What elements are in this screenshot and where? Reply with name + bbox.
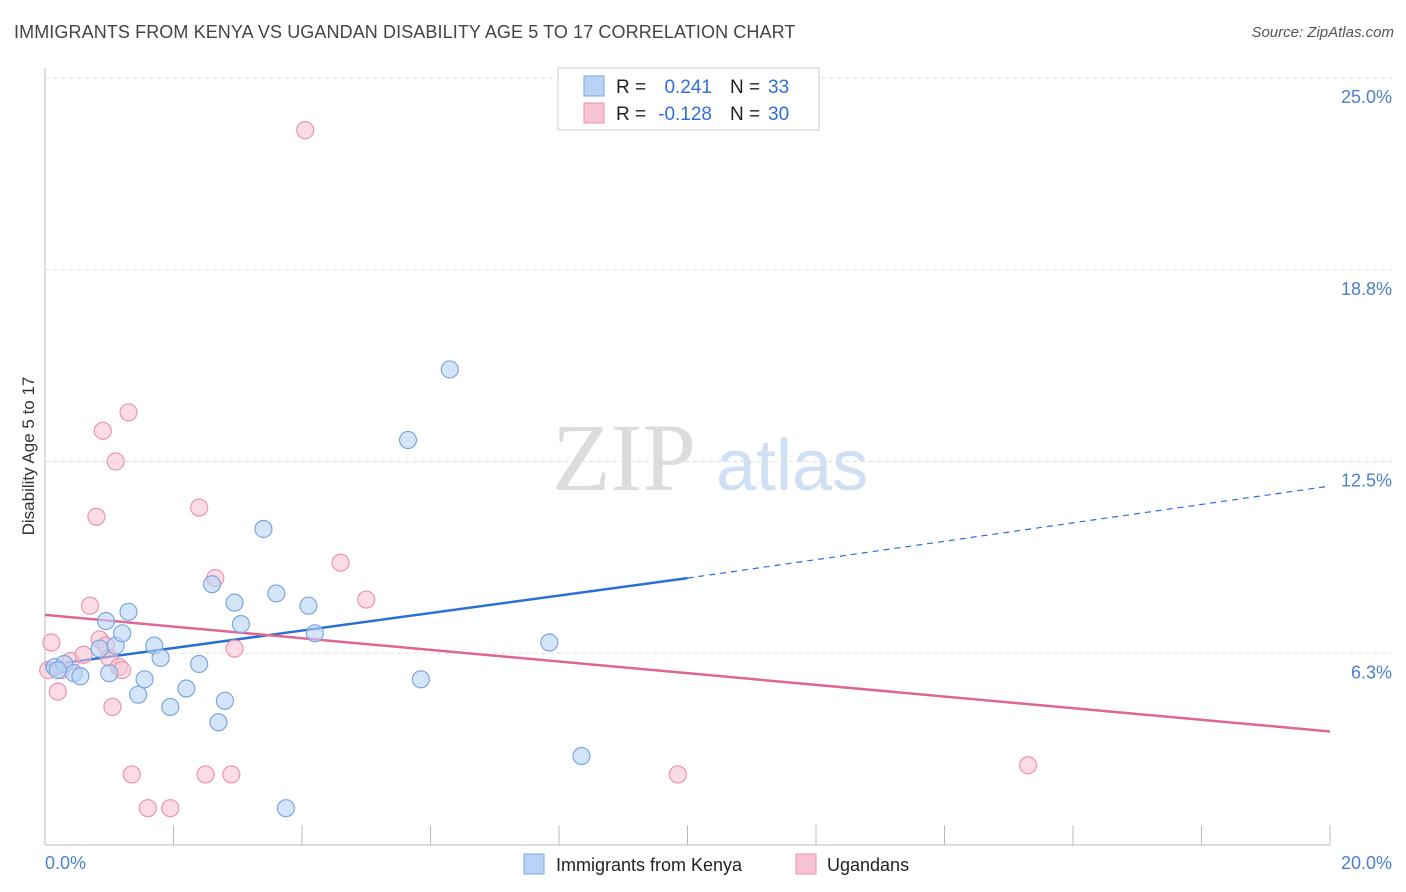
legend-swatch-uganda [583,102,605,124]
kenya-point [48,661,67,680]
uganda-point [296,121,315,140]
kenya-point [231,615,251,634]
kenya-point [100,664,119,683]
kenya-trend-extension [687,485,1331,579]
y-tick-label: 25.0% [1341,87,1392,107]
uganda-point [196,765,215,784]
y-axis-label: Disability Age 5 to 17 [19,377,38,536]
uganda-point [668,765,687,784]
uganda-point [74,645,93,664]
bottom-legend-label-kenya: Immigrants from Kenya [556,855,743,875]
kenya-point [71,667,90,686]
y-tick-label: 18.8% [1341,279,1392,299]
x-tick-marks [44,825,1331,845]
legend-swatch-kenya [583,75,605,97]
x-tick-label-max: 20.0% [1341,853,1392,873]
bottom-legend-label-uganda: Ugandans [827,855,909,875]
stats-legend: R = 0.241 N = 33 R = -0.128 N = 30 [557,67,820,131]
uganda-point [103,697,122,717]
legend-n-value-kenya: 33 [768,77,789,98]
chart-title: IMMIGRANTS FROM KENYA VS UGANDAN DISABIL… [14,22,796,42]
kenya-point [398,430,418,450]
uganda-trend-line [44,613,1331,733]
watermark-zip: ZIP [552,404,696,511]
y-tick-label: 12.5% [1341,471,1392,491]
series-legend: Immigrants from Kenya Ugandans [523,853,909,875]
uganda-point [222,765,241,784]
kenya-point [276,799,296,818]
kenya-point [202,575,222,594]
watermark-atlas: atlas [716,426,868,506]
legend-r-label-uganda: R = [616,104,646,125]
kenya-point [225,593,244,612]
kenya-point [440,360,459,379]
uganda-point [138,799,157,818]
kenya-point [267,584,286,603]
kenya-points [45,360,591,818]
uganda-point [331,553,350,572]
uganda-point [42,633,61,652]
kenya-point [305,624,324,643]
kenya-point [411,670,430,689]
y-gridlines [45,77,1392,654]
legend-r-label-kenya: R = [616,77,646,98]
kenya-point [177,679,196,698]
uganda-point [93,421,112,440]
kenya-point [119,602,138,621]
legend-n-label-uganda: N = [730,104,760,125]
kenya-point [299,596,318,615]
uganda-point [161,799,180,818]
kenya-point [161,697,180,717]
watermark: ZIP atlas [552,404,868,511]
uganda-point [357,590,376,609]
kenya-point [112,624,132,643]
source-credit: Source: ZipAtlas.com [1251,24,1394,41]
kenya-point [129,685,148,704]
y-tick-label: 6.3% [1351,662,1392,682]
legend-r-value-kenya: 0.241 [664,77,712,98]
kenya-point [215,691,234,710]
uganda-point [106,452,125,471]
kenya-point [190,654,209,674]
uganda-point [87,507,106,526]
uganda-point [119,403,138,422]
legend-n-value-uganda: 30 [768,104,789,125]
y-tick-labels: 6.3% 12.5% 18.8% 25.0% [1341,87,1392,682]
legend-r-value-uganda: -0.128 [658,104,712,125]
uganda-point [225,639,244,658]
uganda-point [190,498,209,517]
kenya-point [572,746,591,766]
kenya-point [254,519,273,539]
uganda-point [48,682,67,701]
kenya-point [540,633,559,652]
kenya-point [135,670,154,689]
bottom-legend-swatch-uganda [795,853,817,875]
kenya-point [151,648,170,667]
kenya-point [209,713,228,732]
kenya-point [96,611,116,631]
uganda-point [122,765,141,784]
kenya-point [90,639,109,658]
x-tick-label-min: 0.0% [45,853,86,873]
legend-n-label-kenya: N = [730,77,760,98]
uganda-point [80,596,100,615]
uganda-points [39,121,1038,818]
bottom-legend-swatch-kenya [523,853,545,875]
uganda-point [1018,756,1038,775]
